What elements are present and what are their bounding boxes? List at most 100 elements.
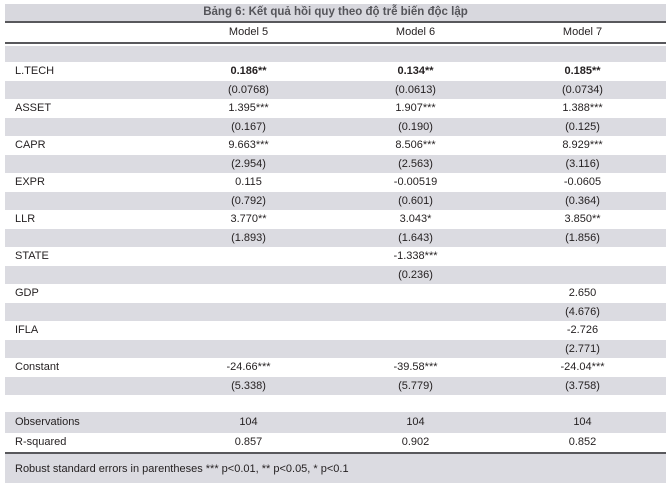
value-cell	[332, 321, 499, 340]
value-cell: 0.185**	[564, 65, 601, 77]
row-label: LLR	[15, 213, 36, 225]
value-cell: (2.954)	[231, 157, 266, 170]
value-cell: (0.601)	[398, 194, 433, 207]
header-model-7: Model 7	[562, 26, 603, 38]
row-label: CAPR	[15, 139, 46, 151]
row-label: STATE	[15, 250, 49, 262]
value-cell: (0.167)	[231, 120, 266, 133]
row-label: IFLA	[15, 324, 39, 336]
row-label	[5, 377, 165, 396]
row-label	[5, 155, 165, 174]
value-cell: (2.563)	[398, 157, 433, 170]
value-cell: 1.388***	[562, 102, 603, 114]
value-cell	[499, 266, 666, 285]
row-label	[5, 192, 165, 211]
std-error-row: (2.954) (2.563) (3.116)	[5, 154, 666, 174]
value-cell: -2.726	[566, 324, 599, 336]
value-cell: 0.852	[568, 436, 597, 448]
value-cell: 104	[239, 416, 258, 428]
value-cell: 8.506***	[395, 139, 436, 151]
header-row: Model 5 Model 6 Model 7	[5, 23, 666, 42]
value-cell: 2.650	[568, 287, 597, 299]
value-cell: (0.125)	[565, 120, 600, 133]
value-cell: -1.338***	[393, 250, 438, 262]
value-cell: (5.779)	[398, 379, 433, 392]
row-label	[5, 118, 165, 137]
value-cell: (0.364)	[565, 194, 600, 207]
value-cell	[165, 284, 332, 303]
row-label	[5, 81, 165, 100]
table-body: L.TECH 0.186** 0.134** 0.185** (0.0768) (0.06…	[5, 62, 666, 395]
value-cell: 0.115	[235, 176, 262, 188]
header-empty-cell	[5, 23, 165, 42]
rule-under-title	[5, 21, 666, 23]
value-cell: -39.58***	[393, 361, 438, 373]
row-label	[5, 229, 165, 248]
value-cell: 3.043*	[399, 213, 432, 225]
value-cell: 1.907***	[395, 102, 436, 114]
stats-row: R-squared 0.857 0.902 0.852	[5, 433, 666, 452]
std-error-row: (0.167) (0.190) (0.125)	[5, 117, 666, 137]
row-label	[5, 340, 165, 359]
value-cell: (0.0734)	[562, 83, 603, 96]
footnote: Robust standard errors in parentheses **…	[5, 454, 666, 483]
spacer-row-bottom	[5, 395, 666, 412]
value-cell: -0.0605	[563, 176, 602, 188]
value-cell	[165, 321, 332, 340]
row-label: EXPR	[15, 176, 45, 188]
value-cell: 0.186**	[230, 65, 267, 77]
value-cell: (3.116)	[565, 157, 600, 170]
value-cell	[165, 247, 332, 266]
value-cell	[165, 340, 332, 359]
value-cell: (0.0613)	[395, 83, 436, 96]
header-model-6: Model 6	[395, 26, 436, 38]
value-cell: (5.338)	[231, 379, 266, 392]
value-cell: (2.771)	[565, 342, 600, 355]
value-cell: (1.893)	[231, 231, 266, 244]
value-cell: 3.850**	[564, 213, 601, 225]
coefficient-row: GDP 2.650	[5, 284, 666, 303]
header-model-5: Model 5	[228, 26, 269, 38]
spacer-row-top	[5, 46, 666, 62]
stats-row: Observations 104 104 104	[5, 412, 666, 433]
row-label: GDP	[15, 287, 39, 299]
row-label: R-squared	[15, 436, 67, 448]
value-cell: (3.758)	[565, 379, 600, 392]
value-cell: (0.792)	[231, 194, 266, 207]
value-cell: (1.643)	[398, 231, 433, 244]
value-cell: (0.236)	[398, 268, 433, 281]
value-cell: (0.190)	[398, 120, 433, 133]
std-error-row: (2.771)	[5, 339, 666, 359]
value-cell: -24.66***	[226, 361, 271, 373]
value-cell: -0.00519	[393, 176, 438, 188]
row-label: L.TECH	[15, 65, 55, 77]
value-cell: 9.663***	[228, 139, 269, 151]
value-cell: 104	[573, 416, 592, 428]
coefficient-row: LLR 3.770** 3.043* 3.850**	[5, 210, 666, 229]
std-error-row: (0.236)	[5, 265, 666, 285]
std-error-row: (4.676)	[5, 302, 666, 322]
row-label	[5, 303, 165, 322]
regression-table: Bảng 6: Kết quả hồi quy theo độ trễ biến…	[5, 4, 666, 483]
row-label: Constant	[15, 361, 60, 373]
value-cell: (1.856)	[565, 231, 600, 244]
coefficient-row: CAPR 9.663*** 8.506*** 8.929***	[5, 136, 666, 155]
value-cell: 3.770**	[230, 213, 267, 225]
row-label: Observations	[15, 416, 80, 428]
value-cell: 0.134**	[397, 65, 434, 77]
coefficient-row: Constant -24.66*** -39.58*** -24.04***	[5, 358, 666, 377]
value-cell: (0.0768)	[228, 83, 269, 96]
row-label	[5, 266, 165, 285]
std-error-row: (5.338) (5.779) (3.758)	[5, 376, 666, 396]
value-cell: -24.04***	[560, 361, 605, 373]
rule-above-footnote	[5, 452, 666, 454]
coefficient-row: IFLA -2.726	[5, 321, 666, 340]
value-cell: (4.676)	[565, 305, 600, 318]
page: Bảng 6: Kết quả hồi quy theo độ trễ biến…	[0, 4, 671, 492]
value-cell	[332, 340, 499, 359]
value-cell: 104	[406, 416, 425, 428]
std-error-row: (0.792) (0.601) (0.364)	[5, 191, 666, 211]
value-cell: 0.857	[234, 436, 263, 448]
value-cell	[332, 284, 499, 303]
value-cell	[499, 247, 666, 266]
